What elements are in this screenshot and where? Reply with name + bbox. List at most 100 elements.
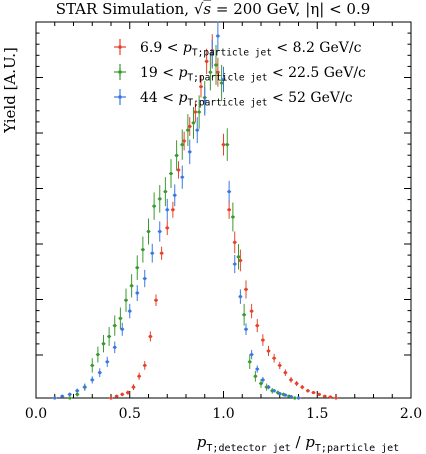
title-s: s [203,0,211,18]
data-point [154,298,158,302]
data-point [214,63,218,67]
legend: 6.9 < pT;particle jet < 8.2 GeV/c 19 < p… [114,39,366,109]
data-point [175,153,179,158]
xlabel-p-num: p [197,433,207,451]
data-point [317,392,321,396]
data-point [75,392,79,396]
title-energy: = 200 GeV, [211,0,305,18]
data-point [83,385,87,389]
data-point [96,352,100,357]
data-point [278,392,282,396]
data-point [182,139,186,143]
legend-entry-2: 44 < pT;particle jet < 52 GeV/c [114,89,353,109]
legend-point [118,70,122,74]
data-point [221,77,226,82]
data-point [306,389,310,393]
xlabel-slash: / [291,433,306,451]
data-point [266,385,271,389]
data-point [165,208,169,212]
data-point [131,385,136,389]
data-point [109,396,113,400]
data-point [105,360,109,364]
data-point [238,258,242,263]
data-point [180,175,184,179]
data-point [60,394,64,398]
data-point [221,143,226,147]
data-point [137,374,141,378]
xlabel-sub-den: T;particle jet [315,443,399,454]
legend-entry-0: 6.9 < pT;particle jet < 8.2 GeV/c [114,39,362,59]
data-point [53,396,57,400]
data-point [250,352,254,357]
data-point [188,150,192,154]
data-point [231,215,235,219]
data-point [173,193,177,197]
data-point [323,394,327,398]
data-point [169,171,173,176]
data-point [255,367,259,371]
data-point [311,390,316,395]
data-point [244,327,248,331]
data-point [68,396,72,400]
data-point [160,251,164,255]
data-point [128,309,132,313]
legend-entry-1: 19 < pT;particle jet < 22.5 GeV/c [114,64,366,84]
data-point [176,168,181,172]
data-point [68,392,72,396]
data-point [186,128,190,132]
data-point [255,324,259,328]
x-tick-label: 2.0 [400,406,422,422]
x-axis-label: pT;detector jet / pT;particle jet [197,433,399,454]
x-tick-label: 1.5 [306,406,328,422]
data-point [148,334,152,339]
data-point [283,371,287,375]
data-point [248,360,252,364]
data-point [293,396,297,400]
data-point [130,284,134,288]
data-point [163,190,167,194]
data-point [135,291,139,295]
data-point [272,356,276,360]
legend-point [118,95,122,99]
data-point [118,316,122,320]
data-point [165,226,169,230]
x-tick-label: 1.0 [212,406,234,422]
data-point [259,381,263,386]
data-point [289,378,293,382]
data-point [253,374,257,378]
xlabel-p-den: p [305,433,315,451]
data-point [101,342,106,346]
data-point [227,208,231,212]
data-point [205,59,209,63]
legend-label-2: 44 < pT;particle jet < 52 GeV/c [140,90,353,109]
data-point [300,385,304,389]
data-point [238,295,242,299]
data-point [278,363,282,368]
data-point [143,363,147,368]
data-point [261,338,265,342]
title-sqrt: √ [194,0,204,18]
data-point [197,110,201,114]
data-point [143,276,147,281]
series-0 [109,34,338,400]
data-point [244,287,248,291]
data-point [135,266,139,270]
data-point [158,229,162,234]
data-point [242,313,246,317]
data-point [90,378,94,382]
data-point [266,349,271,353]
data-point [220,81,224,85]
legend-marker-2 [114,89,126,105]
data-point [158,197,162,201]
data-point [191,121,196,125]
data-point [233,262,237,266]
data-point [107,334,111,339]
data-point [295,381,299,386]
data-point [120,392,124,396]
x-tick-labels: 0.0 0.5 1.0 1.5 2.0 [25,406,422,422]
data-point [272,389,276,393]
legend-label-1: 19 < pT;particle jet < 22.5 GeV/c [140,65,366,84]
data-point [171,208,175,212]
data-point [328,395,332,399]
x-tick-label: 0.5 [119,406,141,422]
